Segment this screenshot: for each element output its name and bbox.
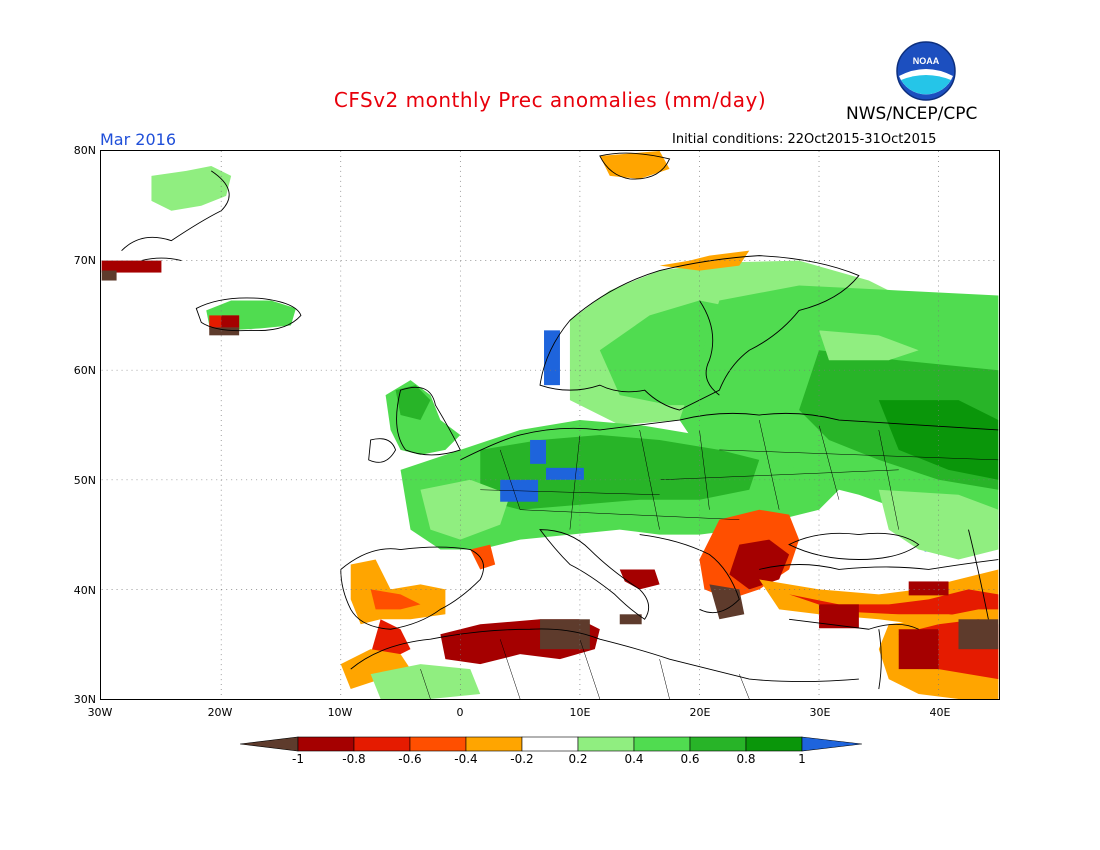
anomaly-region [546,467,584,480]
anomaly-region [540,619,590,650]
coastline-scandinavia [539,255,860,411]
colorbar-swatch [353,736,411,752]
coastline-europe [460,412,999,461]
anomaly-fill-layer [101,151,999,699]
colorbar-lower-extension [239,736,299,752]
colorbar-label: -0.8 [342,752,366,766]
coastline-north-africa [350,628,859,682]
anomaly-map [100,150,1000,700]
anomaly-region [958,619,999,650]
colorbar-swatch [633,736,691,752]
anomaly-region [101,260,162,273]
coastline-turkey [759,559,999,630]
colorbar-label: 1 [798,752,806,766]
lon-label-20w: 20W [207,706,233,719]
lon-label-40e: 40E [929,706,951,719]
colorbar-label: -0.2 [510,752,534,766]
colorbar-label: 0.8 [736,752,756,766]
lat-label-60n: 60N [73,364,96,377]
valid-month-label: Mar 2016 [100,130,176,149]
colorbar-label: -0.4 [454,752,478,766]
anomaly-region [340,649,411,690]
coastline-iceland [195,297,302,332]
anomaly-region [221,315,240,328]
colorbar-label: -1 [292,752,304,766]
anomaly-region [209,327,240,336]
lon-label-20e: 20E [689,706,711,719]
anomaly-region [470,544,496,570]
country-border [420,639,750,699]
coastline-greenland [121,170,230,262]
anomaly-region [619,614,642,625]
lon-label-10w: 10W [327,706,353,719]
agency-label: NWS/NCEP/CPC [846,104,978,124]
colorbar-swatch [297,736,355,752]
colorbar-swatch [409,736,467,752]
anomaly-region [151,165,232,211]
anomaly-region [878,400,999,480]
colorbar-label: 0.2 [568,752,588,766]
lon-label-30e: 30E [809,706,831,719]
coastline-layer [121,152,999,690]
coastline-levant [878,629,882,690]
coastline-svalbard [599,152,671,180]
colorbar-swatch [577,736,635,752]
anomaly-region [530,439,547,464]
anomaly-region [709,584,745,620]
lat-label-50n: 50N [73,474,96,487]
anomaly-region [729,539,790,590]
coastline-gulf-bothnia [699,300,720,396]
lon-label-30w: 30W [87,706,113,719]
anomaly-region [480,434,760,510]
coastline-black-sea [788,532,920,560]
anomaly-region [819,604,859,629]
anomaly-region [370,589,421,610]
colorbar-label: -0.6 [398,752,422,766]
grid-layer [101,151,999,699]
anomaly-region [420,479,511,540]
lat-label-40n: 40N [73,584,96,597]
coastline-iberia [340,546,484,630]
logo-text: NOAA [913,56,940,66]
colorbar-swatch [521,736,579,752]
noaa-logo-icon: NOAA [895,40,957,102]
coastline-italy [539,529,650,620]
lon-label-0: 0 [456,706,464,719]
colorbar-label: 0.6 [680,752,700,766]
colorbar-upper-extension [801,736,863,752]
anomaly-region [789,589,999,620]
coastline-balkans [639,534,740,614]
lat-label-80n: 80N [73,144,96,157]
anomaly-region [350,559,446,625]
initial-conditions-label: Initial conditions: 22Oct2015-31Oct2015 [672,132,937,147]
lon-label-10e: 10E [569,706,591,719]
colorbar [239,732,863,760]
colorbar-swatch [745,736,803,752]
coastline-caspian [968,529,989,620]
map-title: CFSv2 monthly Prec anomalies (mm/day) [333,88,767,112]
anomaly-region [908,581,949,596]
colorbar-label: 0.4 [624,752,644,766]
anomaly-region [544,330,560,386]
anomaly-region [619,569,660,590]
lat-label-70n: 70N [73,254,96,267]
anomaly-region [898,629,939,670]
lat-label-30n: 30N [73,693,96,706]
anomaly-region [819,330,919,361]
anomaly-region [395,385,431,421]
anomaly-region [101,270,117,281]
anomaly-region [599,151,670,179]
border-layer [420,419,999,699]
anomaly-region [370,664,481,699]
colorbar-swatch [465,736,523,752]
country-border [480,449,999,520]
colorbar-swatch [689,736,747,752]
